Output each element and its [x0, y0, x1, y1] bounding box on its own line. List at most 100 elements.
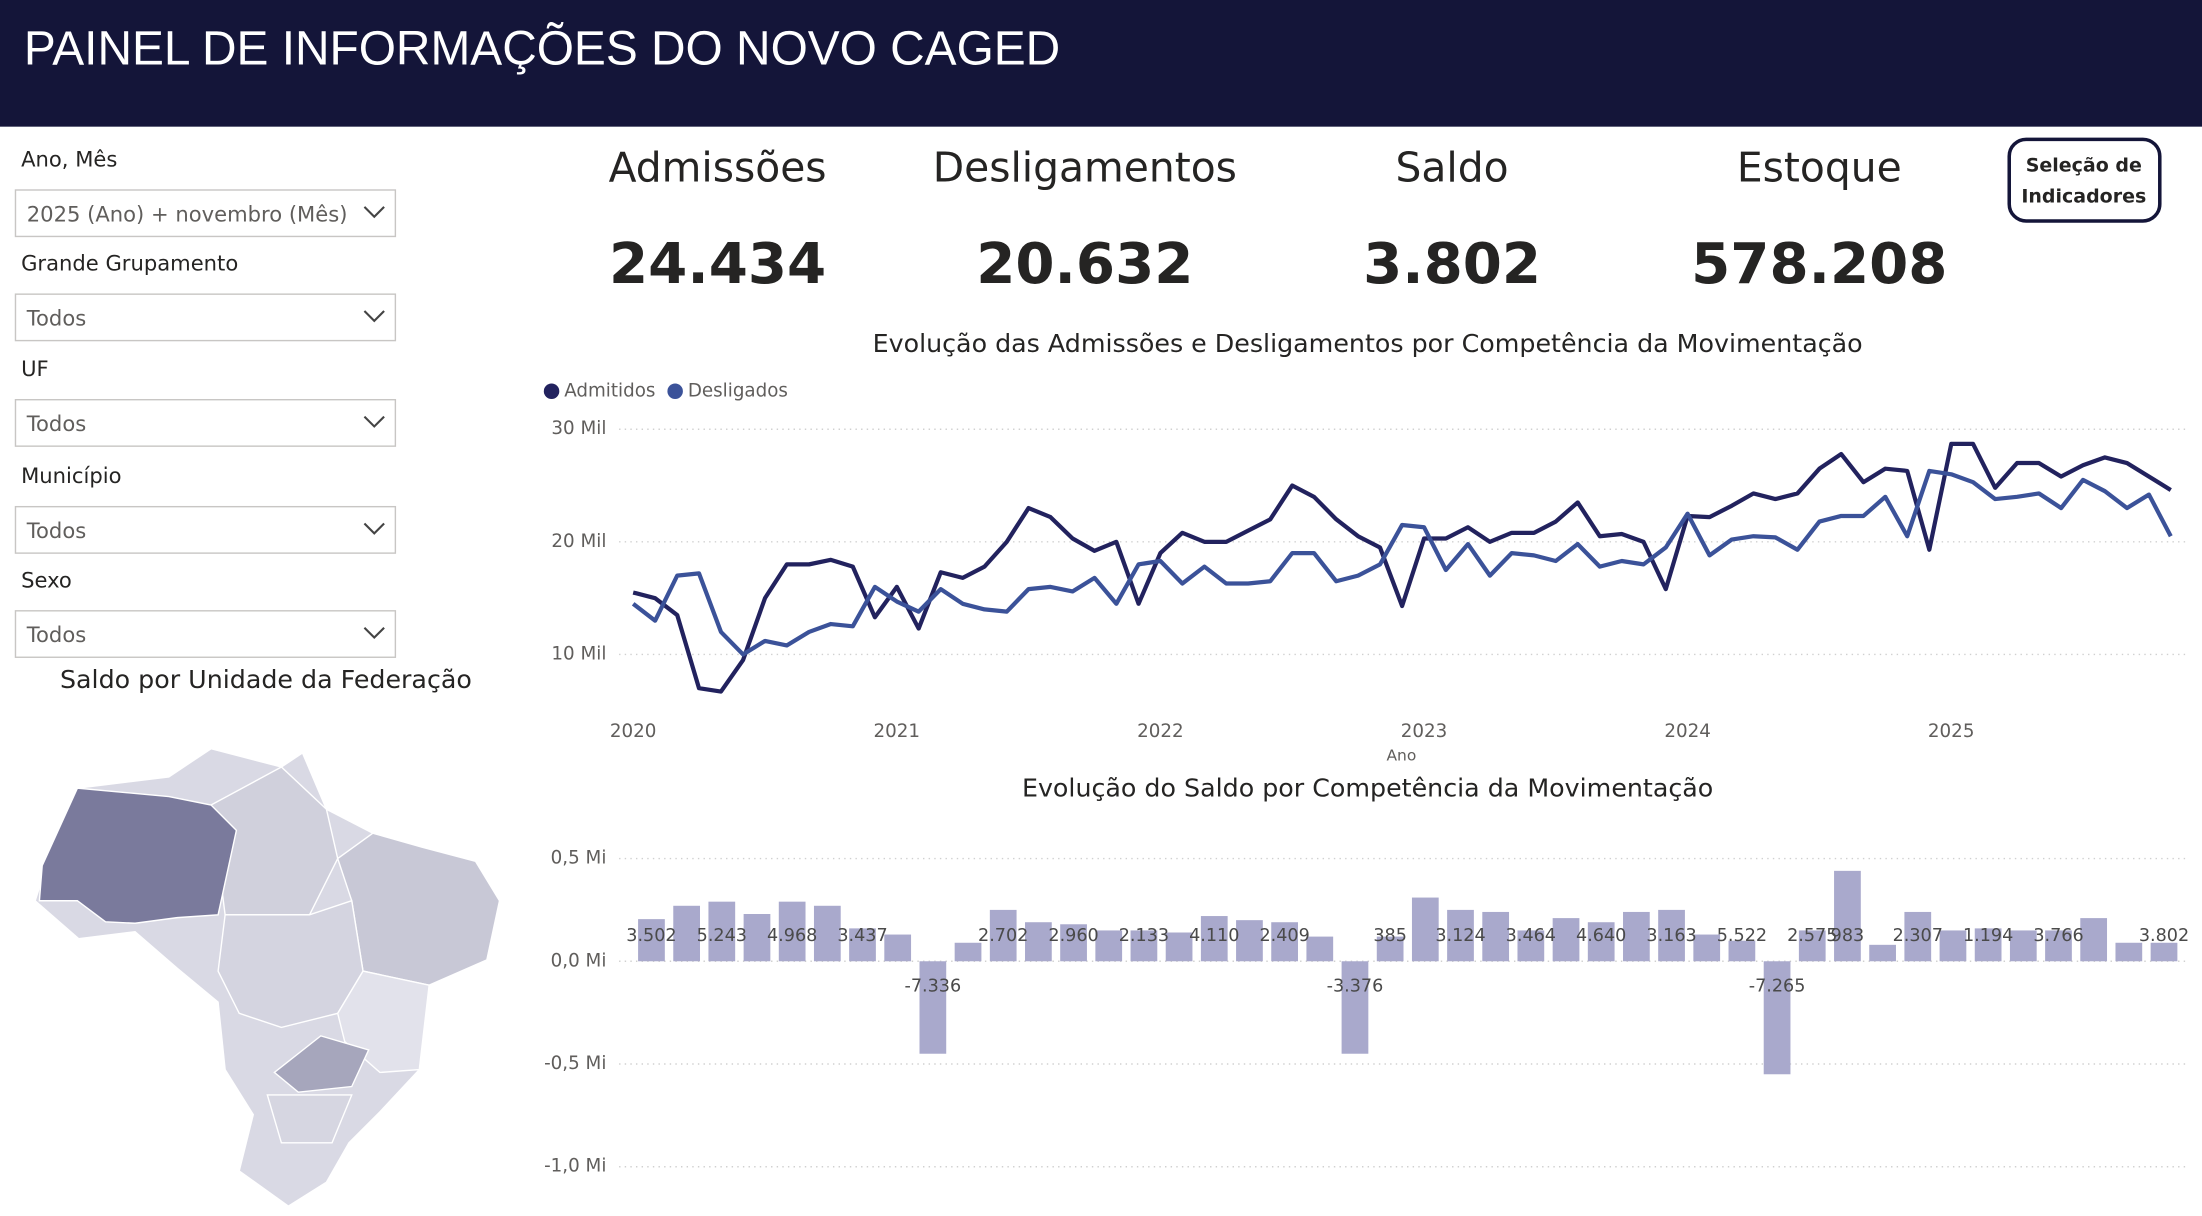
- filter-dropdown[interactable]: [14, 293, 397, 342]
- bar[interactable]: [1834, 870, 1861, 962]
- data-label: 4.110: [1189, 926, 1239, 946]
- data-label: 5.522: [1717, 926, 1767, 946]
- data-label: 3.502: [626, 926, 676, 946]
- bar[interactable]: [1869, 944, 1896, 962]
- chevron[interactable]: [363, 522, 385, 535]
- chevron[interactable]: [363, 206, 385, 219]
- bar[interactable]: [1236, 920, 1263, 962]
- bar[interactable]: [813, 905, 841, 962]
- bar[interactable]: [1411, 897, 1439, 962]
- chart-title: Evolução do Saldo por Competência da Mov…: [1022, 773, 1713, 803]
- bar[interactable]: [1271, 922, 1298, 962]
- bar[interactable]: [919, 961, 947, 1054]
- button-label[interactable]: Seleção de: [2026, 155, 2142, 177]
- bar[interactable]: [1798, 930, 1826, 962]
- bar[interactable]: [2080, 918, 2108, 962]
- data-label: 2.133: [1119, 926, 1169, 946]
- data-label: 3.802: [2139, 926, 2189, 946]
- kpi-label: Saldo: [1396, 143, 1509, 191]
- data-label: 4.640: [1576, 926, 1626, 946]
- kpi-value: 24.434: [609, 232, 826, 297]
- bar[interactable]: [1130, 930, 1158, 962]
- y-tick-label: 0,0 Mi: [551, 950, 607, 971]
- bar[interactable]: [1763, 961, 1791, 1075]
- data-label: 3.766: [2033, 926, 2083, 946]
- kpi-value: 20.632: [976, 232, 1193, 297]
- button-label[interactable]: Indicadores: [2021, 186, 2146, 208]
- filter-value[interactable]: Todos: [26, 305, 86, 330]
- data-label: 2.307: [1893, 926, 1943, 946]
- filter-value[interactable]: Todos: [26, 518, 86, 543]
- data-label: -7.265: [1749, 977, 1806, 997]
- chevron[interactable]: [363, 626, 385, 640]
- bar[interactable]: [1165, 932, 1193, 962]
- bar[interactable]: [1693, 934, 1721, 962]
- bar[interactable]: [1060, 924, 1087, 962]
- y-tick-label: 20 Mil: [551, 531, 606, 552]
- bar[interactable]: [1200, 916, 1228, 962]
- bar[interactable]: [2115, 942, 2143, 962]
- bar[interactable]: [849, 928, 876, 962]
- kpi-value: 578.208: [1691, 232, 1947, 297]
- bar[interactable]: [1025, 922, 1052, 962]
- filter-value[interactable]: 2025 (Ano) + novembro (Mês): [27, 201, 348, 226]
- data-label: 5.243: [697, 926, 747, 946]
- bar[interactable]: [1482, 911, 1510, 962]
- bar[interactable]: [1728, 940, 1756, 962]
- bar[interactable]: [1306, 936, 1334, 962]
- x-tick-label: 2021: [874, 721, 921, 742]
- x-tick-label: 2020: [610, 721, 657, 742]
- bar[interactable]: [2009, 930, 2037, 962]
- filters: Ano, Mês 2025 (Ano) + novembro (Mês) Grand…: [14, 146, 397, 658]
- filter-dropdown[interactable]: [14, 189, 397, 238]
- bar[interactable]: [989, 909, 1017, 962]
- bar[interactable]: [884, 934, 912, 962]
- bar[interactable]: [1341, 961, 1369, 1054]
- x-tick-label: 2025: [1928, 721, 1975, 742]
- data-label: -7.336: [905, 977, 962, 997]
- series-line: [631, 468, 2173, 657]
- bar[interactable]: [708, 901, 736, 962]
- bar[interactable]: [1904, 911, 1932, 962]
- map-region[interactable]: [38, 787, 238, 924]
- bar[interactable]: [778, 901, 806, 962]
- bar[interactable]: [638, 919, 665, 962]
- bar[interactable]: [1939, 930, 1967, 962]
- filter-value[interactable]: Todos: [26, 622, 86, 647]
- chevron[interactable]: [363, 415, 385, 428]
- bar[interactable]: [1447, 909, 1474, 962]
- bar[interactable]: [1658, 909, 1685, 962]
- x-tick-label: 2023: [1401, 721, 1448, 742]
- bar[interactable]: [954, 942, 982, 962]
- y-tick-label: 30 Mil: [551, 418, 606, 439]
- data-label: 4.968: [767, 926, 817, 946]
- y-tick-label: 0,5 Mi: [551, 848, 607, 869]
- filter-dropdown[interactable]: [14, 505, 397, 554]
- bar[interactable]: [1974, 928, 2002, 962]
- bar[interactable]: [1376, 936, 1404, 962]
- filter-dropdown[interactable]: [14, 610, 397, 658]
- bar[interactable]: [1517, 930, 1545, 962]
- legend-marker: [543, 383, 560, 399]
- kpi-value: 3.802: [1363, 232, 1541, 297]
- chevron[interactable]: [363, 310, 385, 323]
- map-region[interactable]: [266, 1094, 353, 1144]
- header-bar: [0, 0, 2202, 127]
- filter-value[interactable]: Todos: [26, 411, 86, 436]
- map-title: Saldo por Unidade da Federação: [60, 664, 472, 694]
- bar[interactable]: [2045, 930, 2072, 962]
- data-label: 2.960: [1048, 926, 1098, 946]
- data-label: 2.702: [978, 926, 1028, 946]
- bar[interactable]: [1552, 918, 1580, 962]
- map-region[interactable]: [273, 1035, 370, 1093]
- bar[interactable]: [1095, 930, 1123, 962]
- filter-dropdown[interactable]: [14, 399, 397, 447]
- bar[interactable]: [673, 905, 700, 962]
- bar[interactable]: [743, 913, 771, 962]
- bar[interactable]: [1587, 922, 1615, 962]
- bar[interactable]: [1623, 911, 1650, 962]
- indicator-button[interactable]: [2007, 137, 2162, 223]
- data-label: 1.194: [1963, 926, 2013, 946]
- bar[interactable]: [2150, 942, 2178, 962]
